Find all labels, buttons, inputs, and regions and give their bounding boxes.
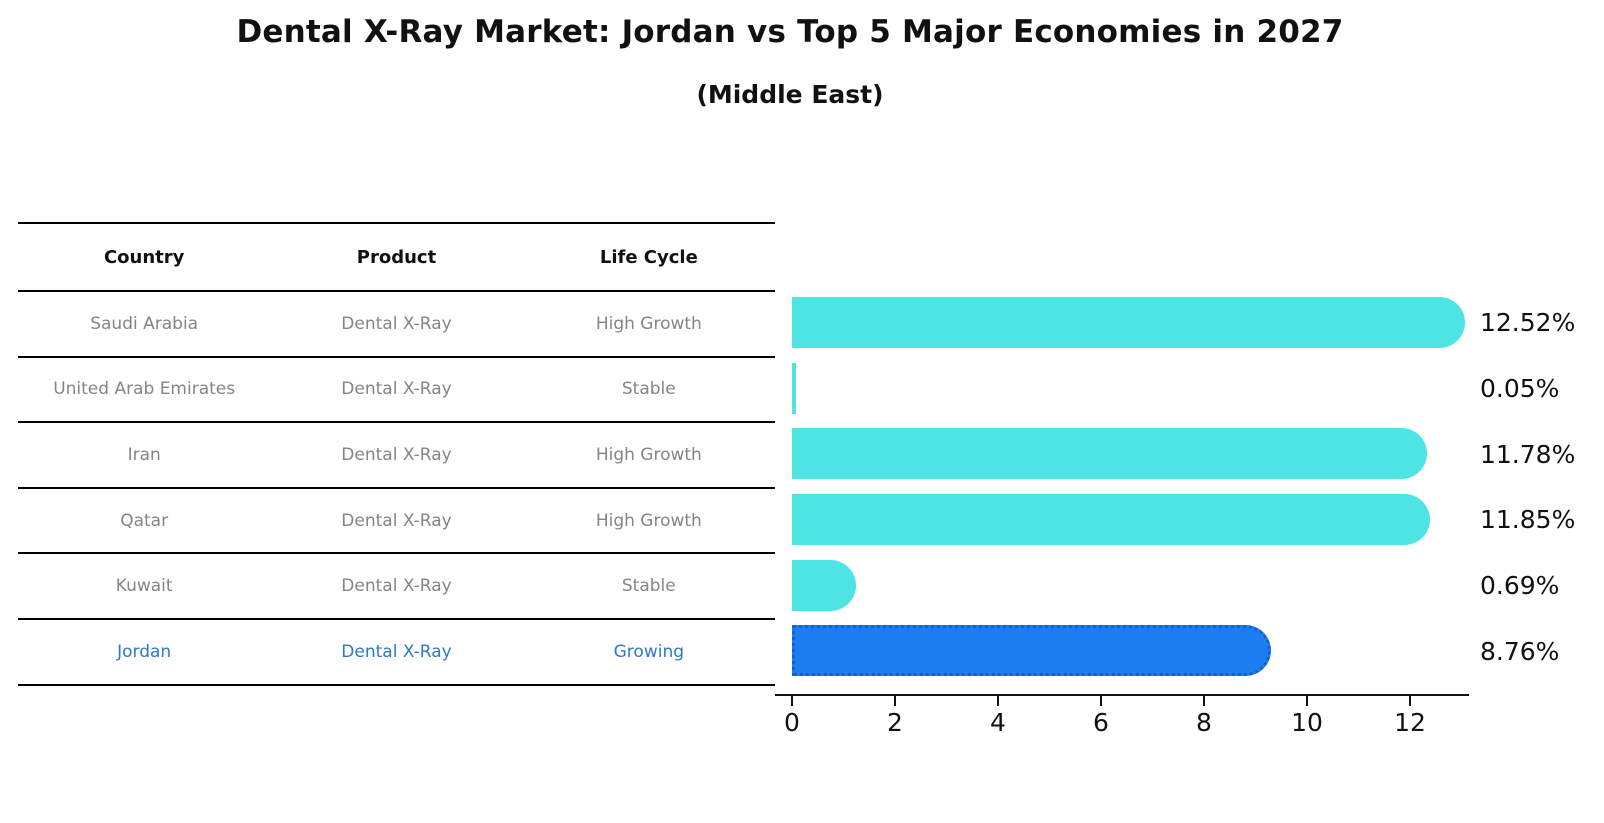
x-tick-label: 10 bbox=[1291, 708, 1323, 737]
comparison-table: Country Product Life Cycle Saudi Arabia D… bbox=[18, 222, 775, 686]
table-cell-country: Kuwait bbox=[115, 576, 173, 597]
value-label: 0.69% bbox=[1480, 570, 1560, 600]
x-tick bbox=[1100, 696, 1102, 706]
value-label-column: 12.52% 0.05% 11.78% 11.85% 0.69% 8.76% bbox=[1480, 290, 1600, 684]
table-row: Jordan Dental X-Ray Growing bbox=[18, 620, 775, 686]
x-tick-label: 12 bbox=[1394, 708, 1426, 737]
x-tick bbox=[997, 696, 999, 706]
table-row: United Arab Emirates Dental X-Ray Stable bbox=[18, 358, 775, 424]
value-label: 11.78% bbox=[1480, 439, 1576, 469]
chart-title: Dental X-Ray Market: Jordan vs Top 5 Maj… bbox=[236, 14, 1344, 50]
x-tick bbox=[1306, 696, 1308, 706]
table-row: Qatar Dental X-Ray High Growth bbox=[18, 489, 775, 555]
table-header-country: Country bbox=[103, 246, 185, 268]
bar bbox=[792, 559, 856, 611]
table-cell-product: Dental X-Ray bbox=[341, 641, 452, 662]
x-tick-label: 8 bbox=[1196, 708, 1212, 737]
table-cell-product: Dental X-Ray bbox=[341, 576, 452, 597]
chart-subtitle: (Middle East) bbox=[696, 80, 884, 109]
value-label: 12.52% bbox=[1480, 308, 1576, 338]
bar bbox=[792, 428, 1427, 480]
x-tick bbox=[1409, 696, 1411, 706]
table-cell-country: Iran bbox=[127, 444, 161, 465]
table-header-product: Product bbox=[356, 246, 437, 268]
table-cell-product: Dental X-Ray bbox=[341, 444, 452, 465]
table-cell-country: Jordan bbox=[117, 641, 172, 662]
x-tick-label: 2 bbox=[887, 708, 903, 737]
x-tick bbox=[1203, 696, 1205, 706]
bar-row bbox=[792, 421, 1512, 487]
table-row: Iran Dental X-Ray High Growth bbox=[18, 423, 775, 489]
table-cell-life-cycle: Stable bbox=[621, 379, 676, 400]
table-cell-country: Qatar bbox=[120, 510, 169, 531]
value-label: 0.05% bbox=[1480, 373, 1560, 403]
value-label: 8.76% bbox=[1480, 636, 1560, 666]
bar bbox=[792, 297, 1465, 348]
bar bbox=[792, 362, 796, 414]
bar-row bbox=[792, 487, 1512, 553]
table-header-life-cycle: Life Cycle bbox=[599, 246, 698, 268]
bar-chart-area bbox=[792, 290, 1512, 684]
table-cell-country: United Arab Emirates bbox=[53, 379, 236, 400]
x-tick bbox=[791, 696, 793, 706]
table-cell-product: Dental X-Ray bbox=[341, 379, 452, 400]
x-axis-line bbox=[775, 694, 1469, 696]
table-cell-life-cycle: High Growth bbox=[595, 510, 702, 531]
table-cell-life-cycle: High Growth bbox=[595, 444, 702, 465]
value-label: 11.85% bbox=[1480, 505, 1576, 535]
x-axis: 0 2 4 6 8 10 12 bbox=[775, 694, 1469, 754]
table-cell-life-cycle: Growing bbox=[613, 641, 685, 662]
bar-highlighted bbox=[792, 625, 1272, 677]
bar-row bbox=[792, 618, 1512, 684]
bar bbox=[792, 493, 1431, 545]
table-cell-country: Saudi Arabia bbox=[90, 313, 199, 334]
table-cell-life-cycle: High Growth bbox=[595, 313, 702, 334]
x-tick-label: 4 bbox=[990, 708, 1006, 737]
table-cell-product: Dental X-Ray bbox=[341, 313, 452, 334]
x-tick bbox=[894, 696, 896, 706]
table-row: Saudi Arabia Dental X-Ray High Growth bbox=[18, 292, 775, 358]
bar-row bbox=[792, 356, 1512, 422]
table-cell-life-cycle: Stable bbox=[621, 576, 676, 597]
table-cell-product: Dental X-Ray bbox=[341, 510, 452, 531]
table-header-row: Country Product Life Cycle bbox=[18, 224, 775, 292]
table-body: Saudi Arabia Dental X-Ray High Growth Unite… bbox=[18, 292, 775, 686]
bar-row bbox=[792, 553, 1512, 619]
x-tick-label: 6 bbox=[1093, 708, 1109, 737]
x-tick-label: 0 bbox=[784, 708, 800, 737]
table-row: Kuwait Dental X-Ray Stable bbox=[18, 554, 775, 620]
bar-row bbox=[792, 290, 1512, 356]
